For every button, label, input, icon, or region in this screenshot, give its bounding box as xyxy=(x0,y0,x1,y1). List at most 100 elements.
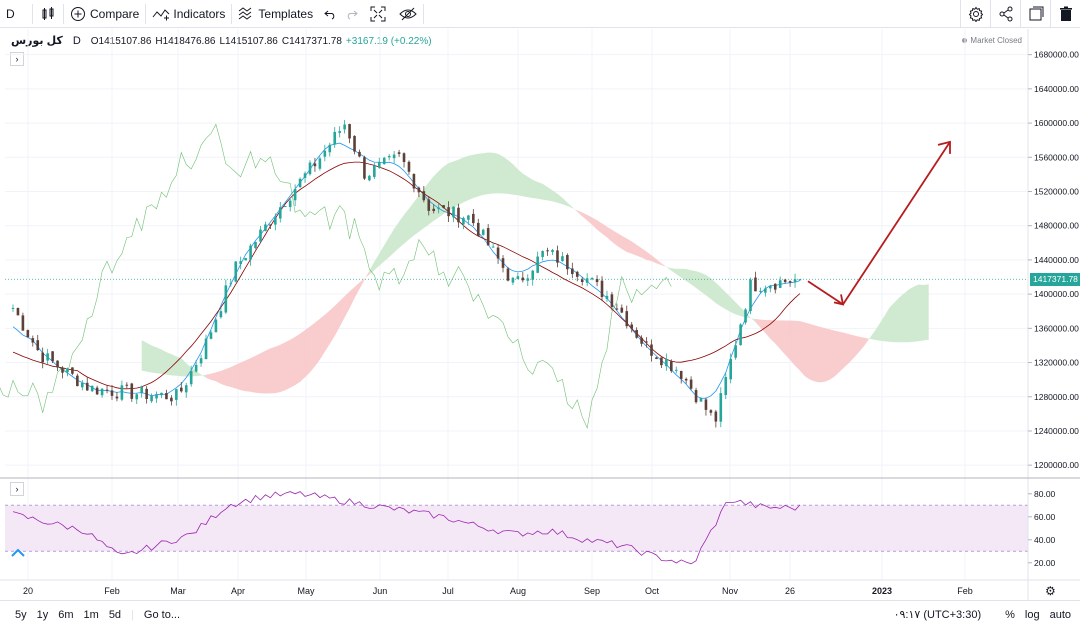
bearish-cloud-segment xyxy=(577,210,667,267)
indicators-button[interactable]: Indicators xyxy=(146,0,231,28)
ohlc-open: O1415107.86 xyxy=(90,36,152,47)
ichimoku-lines xyxy=(0,123,1028,430)
share-icon[interactable] xyxy=(990,0,1020,28)
bullish-candle xyxy=(699,397,703,402)
range-6m[interactable]: 6m xyxy=(58,608,74,621)
bearish-candle xyxy=(16,307,20,316)
range-5y[interactable]: 5y xyxy=(15,608,27,621)
price-chart[interactable]: 1680000.00 1640000.00 1600000.00 1560000.00… xyxy=(0,0,1080,600)
bullish-candle xyxy=(46,353,49,361)
price-tick-label: 1480000.00 xyxy=(1034,221,1079,231)
rsi-tick-label: 80.00 xyxy=(1034,489,1056,499)
bearish-candle xyxy=(125,384,129,386)
percent-toggle[interactable]: % xyxy=(1005,608,1015,621)
goto-button[interactable]: Go to... xyxy=(143,608,180,621)
bullish-candle xyxy=(561,256,564,262)
range-1y[interactable]: 1y xyxy=(36,608,49,621)
bullish-candle xyxy=(135,394,139,400)
bearish-candle xyxy=(783,279,787,283)
price-tick-label: 1520000.00 xyxy=(1034,186,1079,196)
bearish-candle xyxy=(714,411,718,422)
clock-label[interactable]: ۰۹:۱۷ (UTC+3:30) xyxy=(893,609,982,621)
bearish-candle xyxy=(165,393,168,400)
log-toggle[interactable]: log xyxy=(1024,608,1040,621)
axis-settings-gear-icon[interactable]: ⚙ xyxy=(1045,584,1056,598)
bearish-candle xyxy=(95,387,99,395)
fullscreen-icon[interactable] xyxy=(363,0,393,28)
snapshot-icon[interactable] xyxy=(1020,0,1050,28)
bearish-candle xyxy=(417,187,421,193)
bullish-candle xyxy=(764,288,767,293)
settings-gear-icon[interactable] xyxy=(960,0,990,28)
bullish-candle xyxy=(328,144,332,153)
time-tick-label: Sep xyxy=(584,586,600,596)
redo-icon[interactable] xyxy=(341,0,363,28)
bearish-candle xyxy=(689,379,693,389)
bullish-candle xyxy=(155,394,158,399)
range-1m[interactable]: 1m xyxy=(83,608,99,621)
bullish-candle xyxy=(264,224,267,231)
time-tick-label: Jul xyxy=(442,586,454,596)
bearish-candle xyxy=(179,387,183,392)
bearish-candle xyxy=(773,283,777,290)
price-tick-label: 1240000.00 xyxy=(1034,426,1079,436)
undo-icon[interactable] xyxy=(319,0,341,28)
bullish-candle xyxy=(462,217,465,225)
rsi-legend-expand-button[interactable]: › xyxy=(10,482,24,496)
forecast-arrow xyxy=(807,140,951,306)
bearish-candle xyxy=(496,247,500,259)
bearish-candle xyxy=(575,271,579,277)
candles-icon[interactable] xyxy=(33,0,63,28)
bearish-candle xyxy=(85,382,89,391)
interval-button[interactable]: D xyxy=(0,0,32,28)
bullish-candle xyxy=(665,359,668,367)
bullish-candle xyxy=(214,319,218,333)
compare-button[interactable]: Compare xyxy=(64,0,145,28)
auto-toggle[interactable]: auto xyxy=(1049,608,1071,621)
time-tick-label: 26 xyxy=(785,586,795,596)
bullish-candle xyxy=(585,278,589,283)
range-5d[interactable]: 5d xyxy=(108,608,122,621)
bearish-candle xyxy=(610,294,614,307)
templates-label: Templates xyxy=(258,6,314,21)
symbol-name[interactable]: کل بورس xyxy=(11,35,63,47)
bullish-candle xyxy=(724,377,728,396)
goto-divider: | xyxy=(131,608,134,621)
bullish-candle xyxy=(244,257,247,261)
bullish-candle xyxy=(288,200,292,207)
chart-grid xyxy=(5,29,1028,580)
bullish-candle xyxy=(80,382,84,388)
hide-eye-icon[interactable] xyxy=(393,0,423,28)
legend-expand-button[interactable]: › xyxy=(10,52,24,66)
bearish-candle xyxy=(709,410,713,413)
bearish-candle xyxy=(595,279,599,283)
bearish-candle xyxy=(130,383,134,399)
templates-button[interactable]: Templates xyxy=(232,0,319,28)
interval-label: D xyxy=(6,6,15,21)
toolbar-divider xyxy=(145,3,147,24)
bullish-cloud-segment xyxy=(369,152,578,275)
bearish-candle xyxy=(600,280,604,298)
bullish-candle xyxy=(605,295,609,299)
price-tick-label: 1320000.00 xyxy=(1034,358,1079,368)
time-tick-label: Jun xyxy=(373,586,388,596)
bullish-candle xyxy=(392,154,396,159)
bullish-cloud-segment xyxy=(869,284,929,343)
top-toolbar: D Compare Indicators Templates xyxy=(0,0,1080,28)
bullish-candle xyxy=(481,229,485,235)
time-tick-label: Apr xyxy=(231,586,245,596)
bullish-candle xyxy=(194,364,198,372)
trash-icon[interactable] xyxy=(1050,0,1080,28)
bearish-candle xyxy=(61,368,64,373)
bullish-candle xyxy=(100,388,104,396)
bullish-candle xyxy=(749,279,752,312)
candles xyxy=(11,120,802,428)
bullish-candle xyxy=(11,307,15,309)
chikou-line xyxy=(0,123,672,430)
bullish-candle xyxy=(744,309,747,323)
bearish-candle xyxy=(447,207,450,217)
bearish-candle xyxy=(397,152,401,154)
bullish-candle xyxy=(452,206,455,218)
bearish-candle xyxy=(645,341,648,343)
bullish-candle xyxy=(209,332,213,339)
